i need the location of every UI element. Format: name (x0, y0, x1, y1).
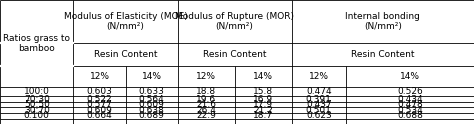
Text: 19.6: 19.6 (196, 95, 216, 104)
Text: 0.688: 0.688 (397, 111, 423, 120)
Text: 0.564: 0.564 (139, 95, 164, 104)
Text: 0.391: 0.391 (306, 95, 332, 104)
Text: Internal bonding
(N/mm²): Internal bonding (N/mm²) (346, 12, 420, 31)
Text: 0:100: 0:100 (24, 111, 50, 120)
Text: 0.603: 0.603 (87, 87, 112, 96)
Text: 0.526: 0.526 (397, 87, 423, 96)
Text: Resin Content: Resin Content (94, 50, 157, 59)
Text: 14%: 14% (253, 72, 273, 81)
Text: Ratios grass to
bamboo: Ratios grass to bamboo (3, 34, 70, 53)
Text: Modulus of Rupture (MOR)
(N/mm²): Modulus of Rupture (MOR) (N/mm²) (175, 12, 294, 31)
Text: 26.4: 26.4 (196, 106, 216, 115)
Text: 14%: 14% (142, 72, 162, 81)
Text: 0.478: 0.478 (397, 100, 423, 109)
Text: 21.2: 21.2 (253, 106, 273, 115)
Text: 12%: 12% (196, 72, 216, 81)
Text: 0.609: 0.609 (87, 106, 112, 115)
Text: 22.9: 22.9 (196, 111, 216, 120)
Text: 0.664: 0.664 (87, 111, 112, 120)
Text: 0.689: 0.689 (139, 111, 164, 120)
Text: 14%: 14% (400, 72, 420, 81)
Text: 0.534: 0.534 (397, 106, 423, 115)
Text: 0.609: 0.609 (139, 100, 164, 109)
Text: 0.638: 0.638 (139, 106, 164, 115)
Text: 0.501: 0.501 (306, 106, 332, 115)
Text: 16.9: 16.9 (253, 95, 273, 104)
Text: 50:50: 50:50 (24, 100, 50, 109)
Text: 0.623: 0.623 (306, 111, 332, 120)
Text: 0.633: 0.633 (139, 87, 164, 96)
Text: 12%: 12% (309, 72, 329, 81)
Text: 17.9: 17.9 (253, 100, 273, 109)
Text: 18.7: 18.7 (253, 111, 273, 120)
Text: 21.6: 21.6 (196, 100, 216, 109)
Text: 0.437: 0.437 (306, 100, 332, 109)
Text: 12%: 12% (90, 72, 109, 81)
Text: 0.434: 0.434 (397, 95, 423, 104)
Text: Resin Content: Resin Content (351, 50, 414, 59)
Text: 0.522: 0.522 (87, 95, 112, 104)
Text: 70:30: 70:30 (24, 95, 50, 104)
Text: 18.8: 18.8 (196, 87, 216, 96)
Text: 15.8: 15.8 (253, 87, 273, 96)
Text: 0.577: 0.577 (87, 100, 112, 109)
Text: Resin Content: Resin Content (203, 50, 266, 59)
Text: 30:70: 30:70 (24, 106, 50, 115)
Text: Modulus of Elasticity (MOE)
(N/mm²): Modulus of Elasticity (MOE) (N/mm²) (64, 12, 188, 31)
Text: 100:0: 100:0 (24, 87, 50, 96)
Text: 0.474: 0.474 (306, 87, 332, 96)
